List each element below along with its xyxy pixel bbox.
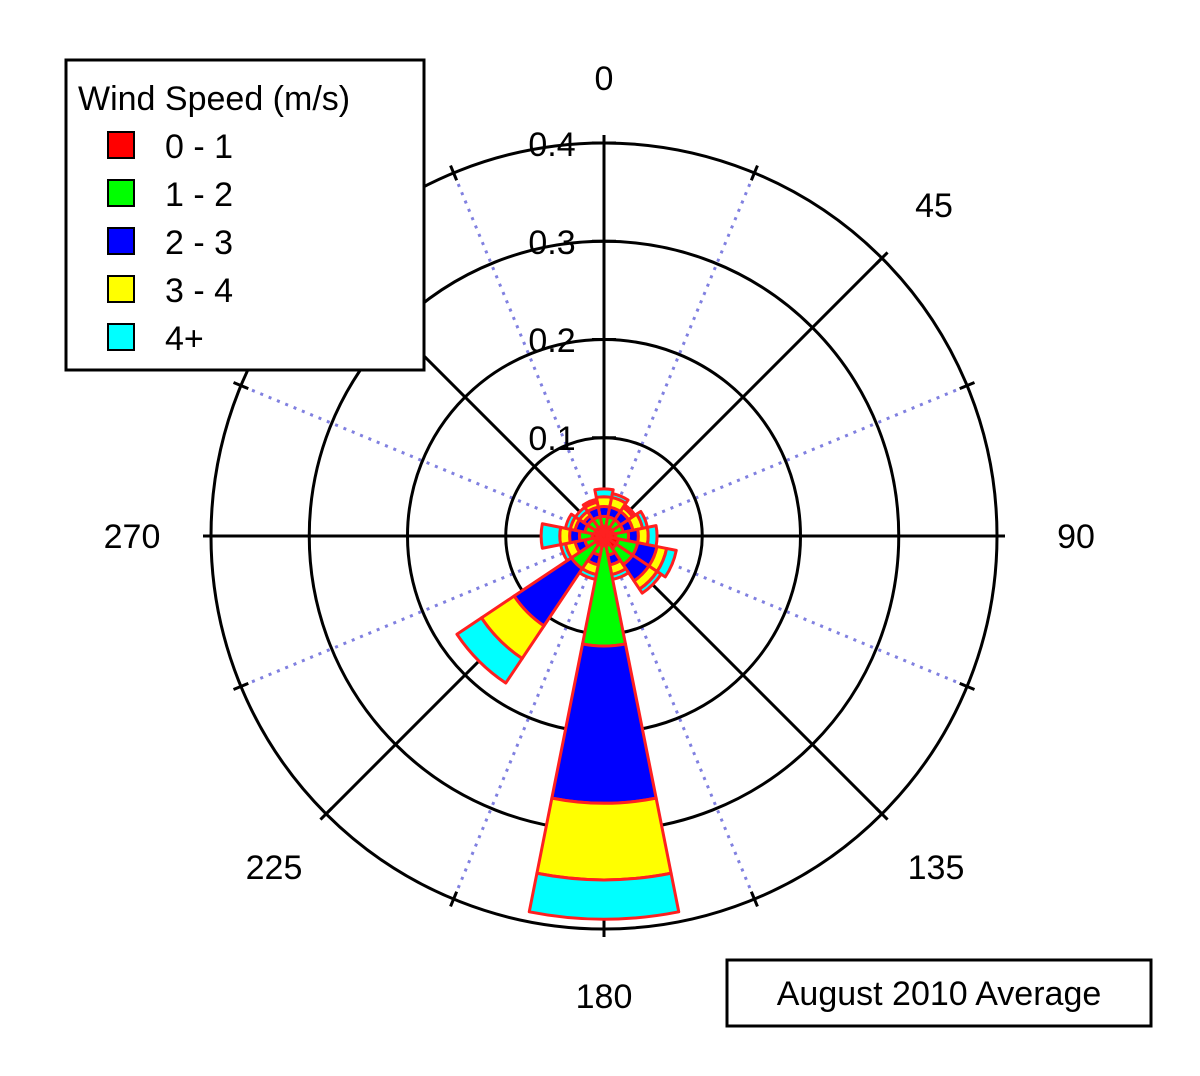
- outer-tick: [749, 891, 759, 908]
- outer-tick: [875, 251, 889, 265]
- spoke-line: [452, 172, 606, 537]
- spoke-line: [602, 535, 756, 900]
- wedge-segment: [550, 642, 658, 805]
- legend-swatch-3: [107, 275, 135, 303]
- radial-tick-labels: 0.1 0.2 0.3 0.4: [528, 126, 575, 458]
- spoke-line: [452, 535, 606, 900]
- angle-label-270: 270: [104, 518, 161, 556]
- angle-label-135: 135: [908, 849, 965, 887]
- legend: Wind Speed (m/s) 0 - 1 1 - 2 2 - 3 3 - 4…: [64, 58, 426, 372]
- radial-tick-label: 0.3: [528, 224, 575, 262]
- wedge-segment: [637, 569, 663, 595]
- chart-subtitle: August 2010 Average: [777, 975, 1102, 1013]
- angle-label-0: 0: [595, 60, 614, 98]
- legend-label-4: 4+: [165, 320, 204, 358]
- angle-label-225: 225: [246, 849, 303, 887]
- outer-tick: [959, 681, 976, 691]
- angle-label-180: 180: [576, 978, 633, 1016]
- angle-labels: 0 45 90 135 180 225 270: [104, 60, 1095, 1016]
- legend-label-2: 2 - 3: [165, 224, 233, 262]
- legend-box: [64, 58, 426, 372]
- wedge-segment: [645, 524, 659, 548]
- wedge-segment: [455, 616, 524, 685]
- outer-tick: [875, 807, 889, 821]
- outer-tick: [232, 681, 249, 691]
- angle-label-45: 45: [915, 187, 953, 225]
- caption-box: [725, 958, 1153, 1028]
- caption: August 2010 Average: [725, 958, 1153, 1028]
- spoke-line: [240, 384, 605, 538]
- wedge-segment: [593, 487, 615, 499]
- outer-tick: [232, 381, 249, 391]
- legend-label-1: 1 - 2: [165, 176, 233, 214]
- radial-tick-label: 0.2: [528, 322, 575, 360]
- radial-tick-label: 0.4: [528, 126, 575, 164]
- legend-title: Wind Speed (m/s): [78, 80, 350, 118]
- wedge-segment: [655, 546, 678, 579]
- wedge-segment: [610, 492, 630, 505]
- legend-swatch-0: [107, 131, 135, 159]
- wedge-segment: [527, 871, 681, 921]
- wedge-segment: [581, 497, 599, 509]
- legend-swatch-4: [107, 323, 135, 351]
- legend-label-3: 3 - 4: [165, 272, 233, 310]
- radial-tick-label: 0.1: [528, 420, 575, 458]
- outer-tick: [749, 164, 759, 181]
- wedge-segment: [535, 796, 673, 882]
- wedge-segment: [563, 512, 577, 531]
- outer-tick: [959, 381, 976, 391]
- outer-tick: [449, 891, 459, 908]
- legend-swatch-1: [107, 179, 135, 207]
- spoke-line: [240, 534, 605, 688]
- axis-line: [602, 257, 883, 538]
- legend-label-0: 0 - 1: [165, 128, 233, 166]
- legend-swatch-2: [107, 227, 135, 255]
- wedge-segment: [539, 522, 563, 550]
- wedge-layer: [455, 487, 681, 921]
- spoke-line: [602, 172, 756, 537]
- outer-tick: [449, 164, 459, 181]
- angle-label-90: 90: [1057, 518, 1095, 556]
- outer-tick: [319, 807, 333, 821]
- spoke-line: [603, 384, 968, 538]
